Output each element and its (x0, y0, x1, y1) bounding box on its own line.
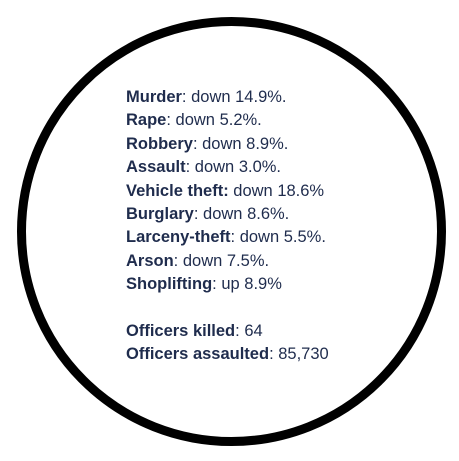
stat-burglary: Burglary: down 8.6%. (126, 203, 329, 226)
stat-value: 85,730 (273, 345, 329, 364)
stat-officers-killed: Officers killed: 64 (126, 320, 329, 343)
spacer (126, 297, 329, 320)
stat-robbery: Robbery: down 8.9%. (126, 133, 329, 156)
stat-separator: : (193, 204, 199, 223)
circle-frame (17, 17, 446, 446)
stat-value: down 5.2%. (170, 111, 262, 130)
stat-value: down 3.0%. (190, 158, 282, 177)
stat-value: 64 (239, 321, 263, 340)
stat-separator: : (269, 345, 274, 364)
stat-value: up 8.9% (216, 275, 282, 294)
stat-label: Vehicle theft: (126, 181, 229, 200)
stat-label: Robbery (126, 134, 193, 153)
stat-label: Burglary (126, 204, 194, 223)
stat-separator: : (212, 275, 217, 294)
stat-label: Officers killed (126, 321, 236, 340)
stat-vehicle-theft: Vehicle theft: down 18.6% (126, 180, 329, 203)
stat-separator: : (192, 134, 198, 153)
stat-value: down 18.6% (228, 181, 325, 200)
stat-label: Arson (126, 251, 174, 270)
stat-separator: : (235, 321, 240, 340)
stat-separator: : (166, 111, 171, 130)
stat-label: Officers assaulted (126, 345, 270, 364)
stat-separator: : (181, 88, 187, 106)
stat-assault: Assault: down 3.0%. (126, 156, 329, 179)
stat-label: Murder (126, 88, 182, 106)
stats-list: Murder: down 14.9%. Rape: down 5.2%. Rob… (126, 86, 329, 367)
stat-value: down 14.9%. (186, 88, 287, 106)
stat-value: down 7.5%. (178, 251, 270, 270)
stat-value: down 5.5%. (235, 228, 326, 247)
stat-separator: : (185, 158, 191, 177)
stat-value: down 8.6%. (198, 204, 290, 223)
stat-label: Assault (126, 158, 186, 177)
stat-arson: Arson: down 7.5%. (126, 250, 329, 273)
stat-label: Shoplifting (126, 275, 213, 294)
stat-label: Larceny-theft (126, 228, 231, 247)
stat-separator: : (230, 228, 236, 247)
stat-shoplifting: Shoplifting: up 8.9% (126, 273, 329, 296)
stat-label: Rape (126, 111, 167, 130)
stat-separator: : (173, 251, 179, 270)
stat-larceny-theft: Larceny-theft: down 5.5%. (126, 226, 329, 249)
stat-officers-assaulted: Officers assaulted: 85,730 (126, 343, 329, 366)
stat-value: down 8.9%. (197, 134, 289, 153)
stat-rape: Rape: down 5.2%. (126, 109, 329, 132)
stat-murder: Murder: down 14.9%. (126, 86, 329, 109)
